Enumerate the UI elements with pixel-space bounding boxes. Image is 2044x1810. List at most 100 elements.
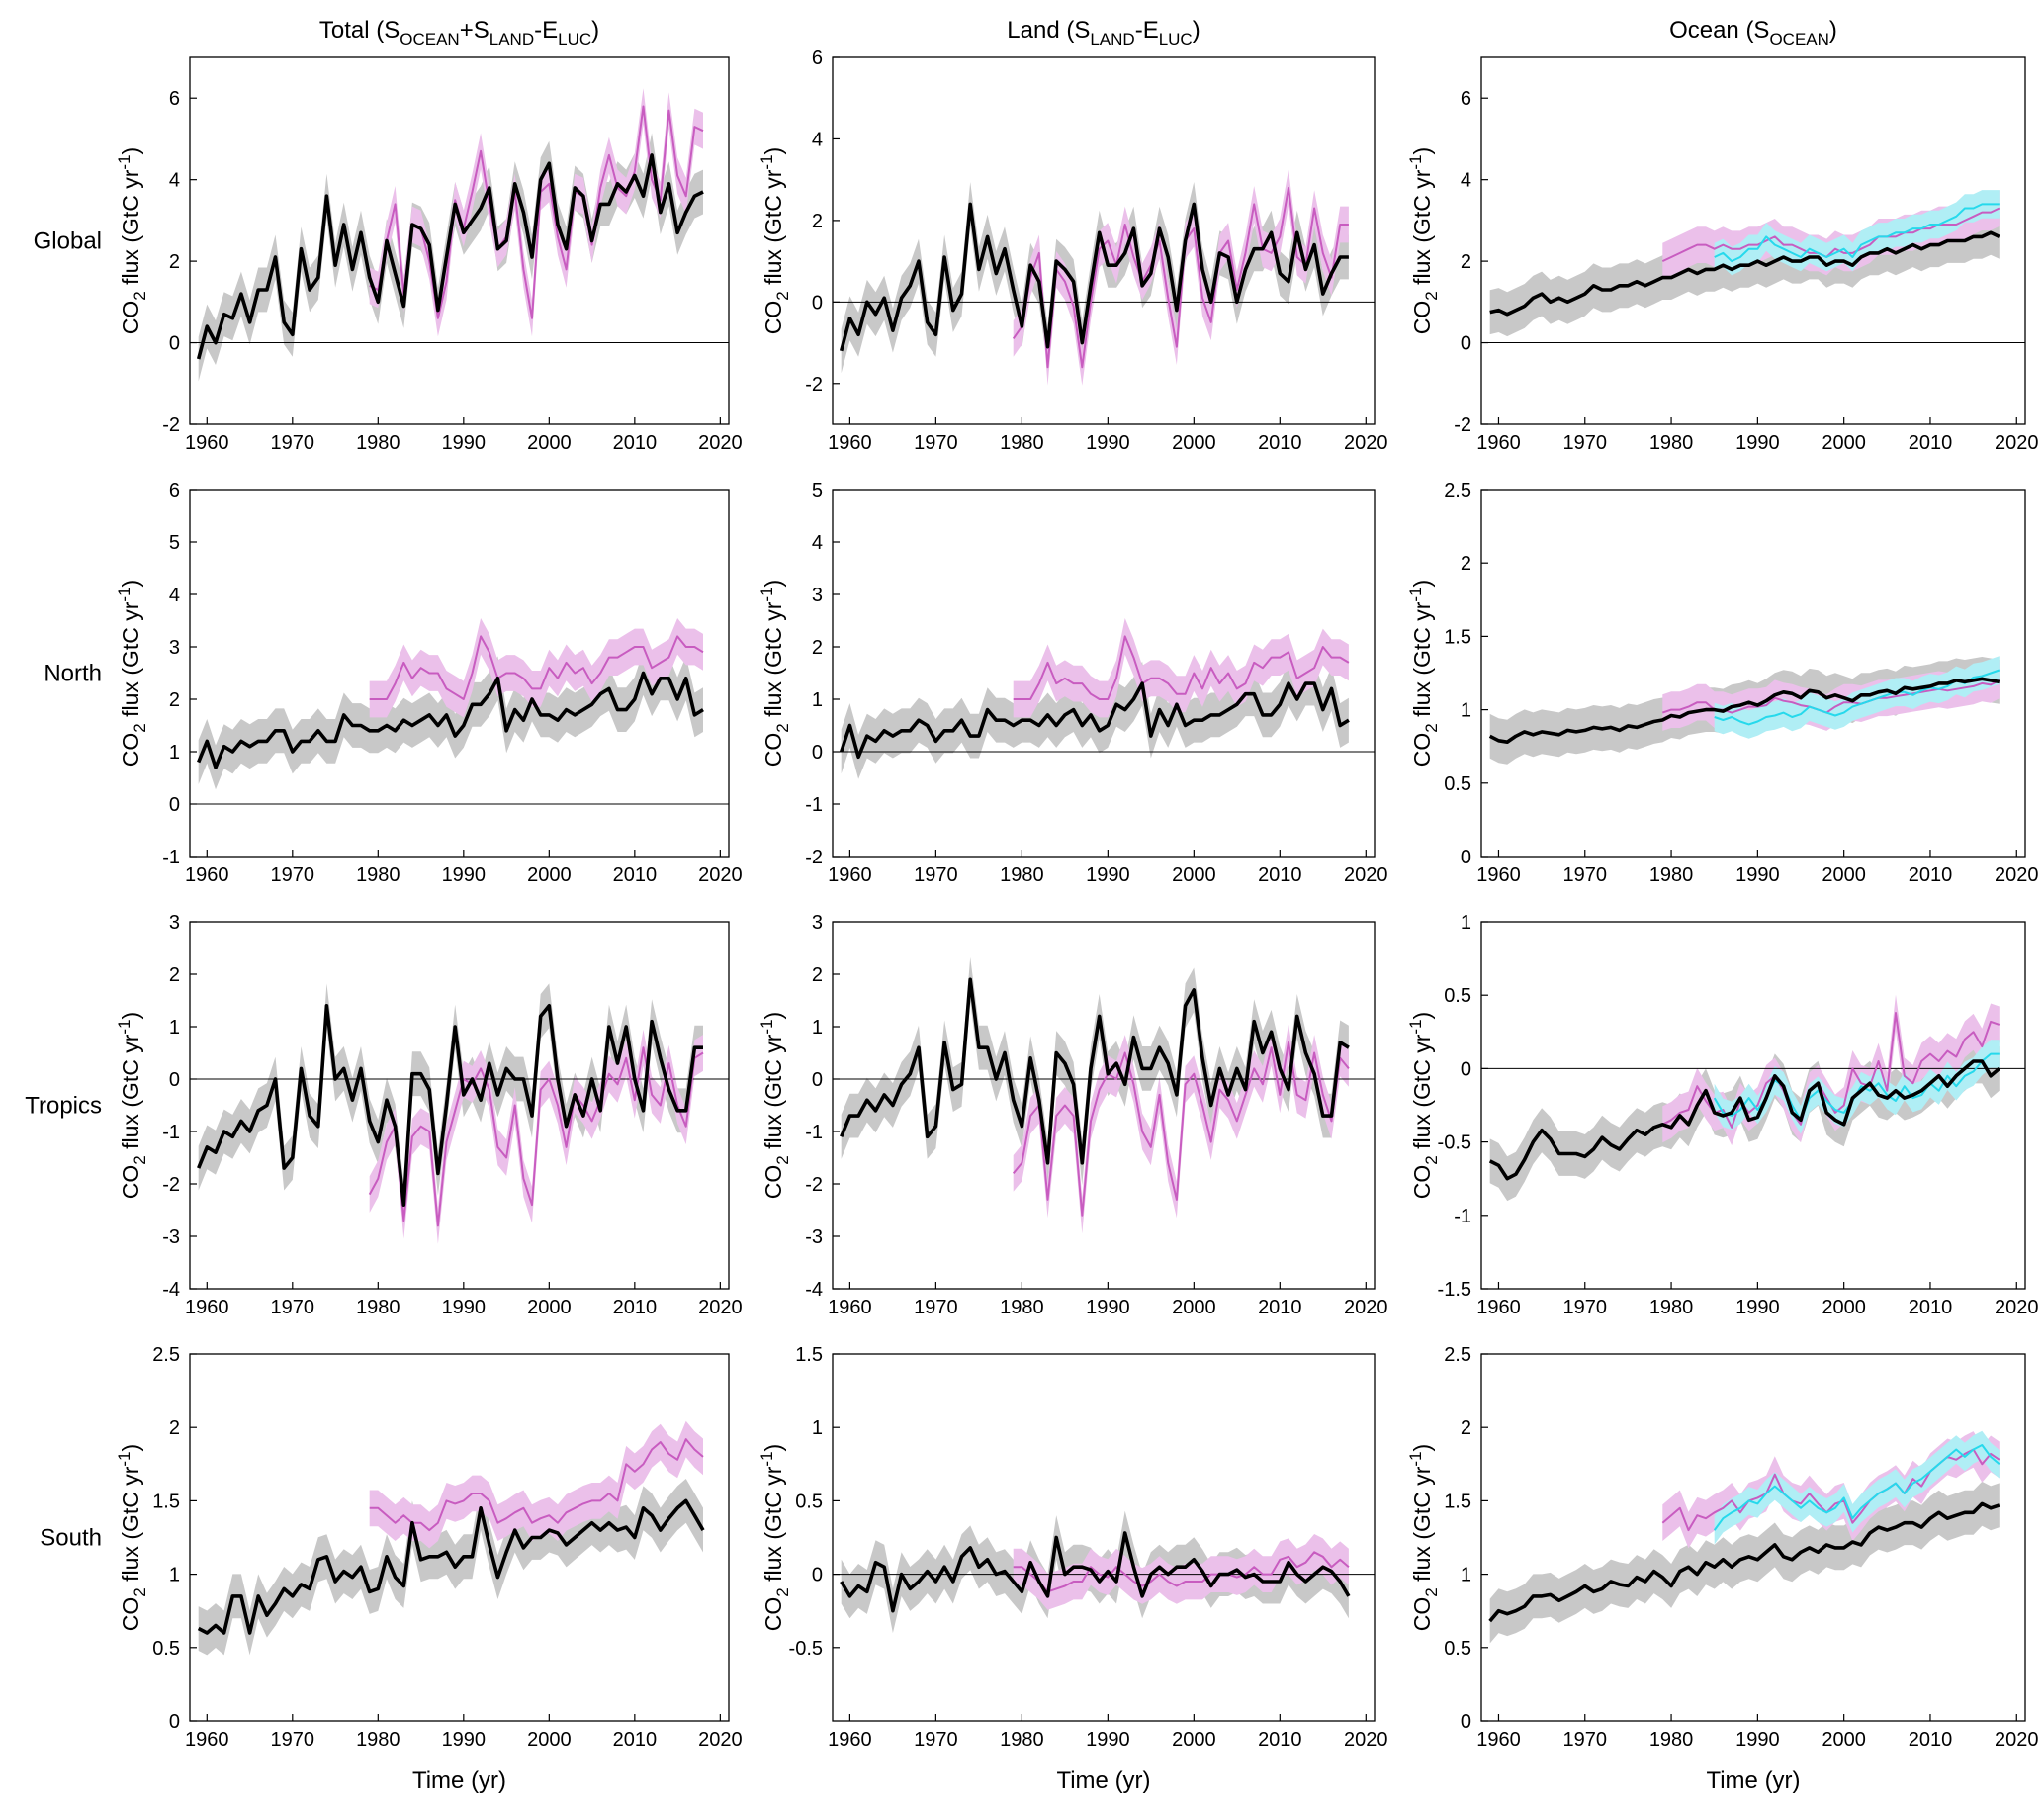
y-tick-label: 0 bbox=[169, 1069, 180, 1091]
x-tick-label: 2010 bbox=[613, 432, 658, 454]
x-tick-label: 1990 bbox=[1086, 1297, 1130, 1318]
panel-tropics-ocean: 1960 1970 1980 1990 2000 2010 2020 -1.5 -1 -0.5 0 0… bbox=[1406, 912, 2039, 1318]
x-tick-label: 1960 bbox=[828, 1729, 872, 1751]
x-tick-label: 2010 bbox=[1258, 1297, 1302, 1318]
x-tick-label: 1980 bbox=[1000, 1297, 1044, 1318]
y-tick-label: 0.5 bbox=[1444, 773, 1471, 795]
x-tick-label: 1960 bbox=[828, 1297, 872, 1318]
y-tick-label: 4 bbox=[812, 129, 823, 150]
series-line-black bbox=[1489, 230, 2000, 317]
y-tick-label: 1 bbox=[812, 1417, 823, 1439]
series-line-magenta bbox=[1013, 1551, 1350, 1593]
series-line-black bbox=[839, 681, 1350, 760]
x-tick-label: 1960 bbox=[1476, 1729, 1521, 1751]
y-tick-label: 0 bbox=[169, 1711, 180, 1733]
x-tick-label: 1980 bbox=[1649, 1729, 1694, 1751]
series-line-black bbox=[1488, 677, 2000, 745]
x-tick-label: 2010 bbox=[1909, 1297, 1953, 1318]
x-tick-label: 1990 bbox=[1735, 864, 1780, 886]
y-tick-label: 6 bbox=[169, 480, 180, 501]
y-tick-label: -2 bbox=[162, 1174, 180, 1196]
y-axis-label: CO2 flux (GtC yr-1) bbox=[1406, 580, 1441, 767]
y-tick-label: 0.5 bbox=[1444, 1638, 1471, 1660]
y-tick-label: -2 bbox=[805, 374, 823, 396]
uncertainty-band-grey bbox=[1489, 1481, 2000, 1644]
x-tick-label: 1970 bbox=[1563, 1297, 1608, 1318]
y-tick-label: 2 bbox=[812, 637, 823, 659]
y-tick-label: 1.5 bbox=[1444, 1491, 1471, 1512]
x-tick-label: 2000 bbox=[527, 864, 572, 886]
y-axis-label: CO2 flux (GtC yr-1) bbox=[1406, 147, 1441, 334]
x-tick-label: 2000 bbox=[1822, 1729, 1866, 1751]
y-axis-label: CO2 flux (GtC yr-1) bbox=[115, 147, 149, 334]
series-line-cyan bbox=[1714, 203, 2000, 263]
y-tick-label: 2.5 bbox=[152, 1344, 180, 1366]
x-tick-label: 2020 bbox=[1344, 1297, 1388, 1318]
panel-tropics-land: 1960 1970 1980 1990 2000 2010 2020 -4 -3 -2 -1 0 1 2 3… bbox=[757, 912, 1388, 1318]
x-tick-label: 1980 bbox=[1649, 864, 1694, 886]
series-line-magenta bbox=[1012, 186, 1349, 369]
x-tick-label: 2010 bbox=[1909, 432, 1953, 454]
x-tick-label: 2020 bbox=[1995, 432, 2039, 454]
y-tick-label: 1 bbox=[1461, 700, 1471, 722]
x-tick-label: 2000 bbox=[1822, 1297, 1866, 1318]
y-tick-label: 2 bbox=[812, 211, 823, 232]
x-tick-label: 2010 bbox=[1258, 1729, 1302, 1751]
y-tick-label: 0 bbox=[812, 742, 823, 764]
x-tick-label: 2010 bbox=[613, 864, 658, 886]
y-axis-label: CO2 flux (GtC yr-1) bbox=[115, 580, 149, 767]
y-tick-label: -0.5 bbox=[1438, 1132, 1471, 1154]
x-tick-label: 1960 bbox=[185, 864, 229, 886]
x-tick-label: 1970 bbox=[914, 864, 958, 886]
panel-north-total: 1960 1970 1980 1990 2000 2010 2020 -1 0 1 2 3 4 5 6 CO2… bbox=[115, 480, 743, 886]
x-tick-label: 2020 bbox=[1344, 864, 1388, 886]
series-line-black bbox=[840, 1531, 1351, 1613]
x-tick-label: 1970 bbox=[271, 432, 315, 454]
y-tick-label: 2.5 bbox=[1444, 1344, 1471, 1366]
x-tick-label: 2010 bbox=[1258, 432, 1302, 454]
uncertainty-band-cyan bbox=[1714, 1430, 2000, 1545]
series-line-cyan bbox=[1713, 1444, 2000, 1531]
series-line-magenta bbox=[369, 105, 704, 319]
x-tick-label: 1970 bbox=[271, 1729, 315, 1751]
y-axis-label: CO2 flux (GtC yr-1) bbox=[115, 1012, 149, 1199]
y-tick-label: 3 bbox=[812, 585, 823, 606]
uncertainty-band-cyan bbox=[1714, 190, 2000, 276]
y-tick-label: 0 bbox=[169, 333, 180, 355]
y-tick-label: 0 bbox=[1461, 847, 1471, 868]
column-title: Land (SLAND-ELUC) bbox=[1007, 17, 1200, 48]
series-line-black bbox=[197, 671, 704, 769]
axes-frame bbox=[832, 489, 1376, 858]
uncertainty-band-magenta bbox=[1013, 618, 1349, 718]
y-tick-label: 2.5 bbox=[1444, 480, 1471, 501]
y-tick-label: 2 bbox=[169, 251, 180, 273]
y-tick-label: 0 bbox=[169, 794, 180, 816]
y-tick-label: -1 bbox=[805, 794, 823, 816]
y-axis-label: CO2 flux (GtC yr-1) bbox=[1406, 1444, 1441, 1631]
x-tick-label: 1970 bbox=[914, 432, 958, 454]
series-line-magenta bbox=[369, 635, 704, 700]
x-tick-label: 1990 bbox=[1735, 1729, 1780, 1751]
row-label: Tropics bbox=[25, 1093, 102, 1120]
x-tick-label: 2000 bbox=[1822, 432, 1866, 454]
series-line-magenta bbox=[1012, 1041, 1350, 1217]
panel-global-total: 1960 1970 1980 1990 2000 2010 2020 -2 0 2 4 6 CO2 fl… bbox=[115, 56, 743, 454]
x-tick-label: 1990 bbox=[442, 1729, 487, 1751]
y-tick-label: 2 bbox=[1461, 553, 1471, 575]
series-line-black bbox=[839, 202, 1349, 352]
y-tick-label: 0 bbox=[812, 1069, 823, 1091]
x-tick-label: 1980 bbox=[1000, 864, 1044, 886]
y-tick-label: 1 bbox=[1461, 912, 1471, 934]
axes-frame bbox=[1480, 489, 2026, 858]
y-tick-label: 4 bbox=[169, 585, 180, 606]
y-tick-label: 1 bbox=[1461, 1565, 1471, 1586]
y-tick-label: 4 bbox=[812, 532, 823, 554]
y-tick-label: 6 bbox=[812, 47, 823, 69]
y-tick-label: 2 bbox=[1461, 1417, 1471, 1439]
y-tick-label: 6 bbox=[169, 88, 180, 110]
x-tick-label: 1990 bbox=[442, 432, 487, 454]
y-tick-label: -2 bbox=[805, 847, 823, 868]
x-tick-label: 1960 bbox=[1476, 432, 1521, 454]
y-tick-label: 0 bbox=[812, 1565, 823, 1586]
